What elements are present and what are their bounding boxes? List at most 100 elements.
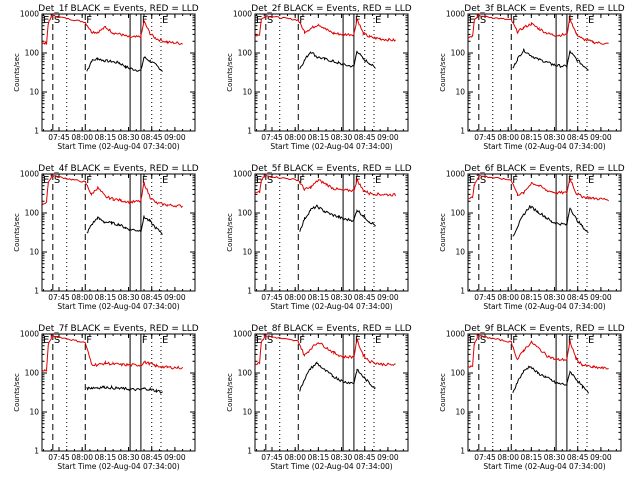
y-tick-label: 1000 xyxy=(446,170,465,179)
x-tick-label: 07:45 xyxy=(474,293,496,302)
event-marker-label: E xyxy=(375,335,381,346)
y-tick-label: 10 xyxy=(242,248,252,257)
y-tick-label: 10 xyxy=(455,88,465,97)
x-tick-label: 08:45 xyxy=(354,453,376,462)
chart-panel: Det_6f BLACK = Events, RED = LLD 1 10 100 10… xyxy=(439,164,625,311)
y-tick-label: 1 xyxy=(460,287,465,296)
chart-title: Det_5f BLACK = Events, RED = LLD xyxy=(251,164,411,174)
x-tick-label: 08:45 xyxy=(567,133,589,142)
y-axis-label: Counts/sec xyxy=(226,373,234,412)
x-tick-label: 08:00 xyxy=(284,453,306,462)
x-tick-label: 08:45 xyxy=(354,293,376,302)
event-marker-label: F xyxy=(512,335,518,346)
x-tick-label: 08:00 xyxy=(284,133,306,142)
x-tick-label: 08:30 xyxy=(118,133,140,142)
event-marker-label: S xyxy=(54,175,60,186)
event-marker-label: E xyxy=(469,335,475,346)
event-marker-label: E xyxy=(43,335,49,346)
x-tick-label: 08:00 xyxy=(284,293,306,302)
plot-frame xyxy=(41,173,196,292)
event-marker-label: F xyxy=(568,335,574,346)
y-tick-label: 1000 xyxy=(233,10,252,19)
y-tick-label: 1 xyxy=(247,447,252,456)
chart-panel: Det_4f BLACK = Events, RED = LLD 1 10 100 10… xyxy=(13,164,199,311)
x-tick-label: 08:45 xyxy=(567,453,589,462)
events-series-line xyxy=(512,365,589,394)
chart-title: Det_4f BLACK = Events, RED = LLD xyxy=(38,164,198,174)
event-marker-label: S xyxy=(54,335,60,346)
plot-frame xyxy=(467,333,622,452)
y-axis-label: Counts/sec xyxy=(13,53,21,92)
event-marker-label: S xyxy=(267,175,273,186)
event-marker-label: S xyxy=(480,175,486,186)
x-tick-label: 08:30 xyxy=(118,453,140,462)
event-marker-label: E xyxy=(375,15,381,26)
chart-title: Det_2f BLACK = Events, RED = LLD xyxy=(251,4,411,14)
x-axis-label: Start Time (02-Aug-04 07:34:00) xyxy=(270,302,392,311)
x-tick-label: 09:00 xyxy=(590,293,612,302)
y-tick-label: 1 xyxy=(460,127,465,136)
x-tick-label: 08:00 xyxy=(71,133,93,142)
event-marker-label: E xyxy=(162,175,168,186)
event-marker-label: E xyxy=(469,15,475,26)
x-tick-label: 07:45 xyxy=(474,133,496,142)
chart-title: Det_9f BLACK = Events, RED = LLD xyxy=(464,324,624,334)
x-tick-label: 08:00 xyxy=(71,293,93,302)
chart-title: Det_7f BLACK = Events, RED = LLD xyxy=(38,324,198,334)
y-axis-label: Counts/sec xyxy=(439,373,447,412)
y-tick-label: 100 xyxy=(451,209,466,218)
y-tick-label: 1000 xyxy=(446,330,465,339)
x-tick-label: 08:00 xyxy=(71,453,93,462)
x-tick-label: 08:45 xyxy=(567,293,589,302)
x-tick-label: 08:30 xyxy=(118,293,140,302)
x-tick-label: 08:15 xyxy=(95,133,117,142)
x-tick-label: 09:00 xyxy=(590,453,612,462)
x-tick-label: 08:45 xyxy=(141,293,163,302)
x-tick-label: 08:15 xyxy=(521,133,543,142)
event-marker-label: E xyxy=(162,15,168,26)
x-tick-label: 07:45 xyxy=(48,453,70,462)
event-marker-label: S xyxy=(480,335,486,346)
event-marker-label: S xyxy=(267,335,273,346)
y-tick-label: 10 xyxy=(242,408,252,417)
event-marker-label: E xyxy=(162,335,168,346)
y-tick-label: 1 xyxy=(460,447,465,456)
x-axis-label: Start Time (02-Aug-04 07:34:00) xyxy=(57,462,179,471)
x-tick-label: 08:45 xyxy=(354,133,376,142)
x-tick-label: 08:15 xyxy=(521,453,543,462)
lld-series-line xyxy=(254,333,396,367)
y-tick-label: 10 xyxy=(29,248,39,257)
event-marker-label: F xyxy=(86,175,92,186)
y-tick-label: 100 xyxy=(451,49,466,58)
x-tick-label: 08:00 xyxy=(497,293,519,302)
x-tick-label: 08:15 xyxy=(521,293,543,302)
y-tick-label: 10 xyxy=(242,88,252,97)
y-tick-label: 1000 xyxy=(233,170,252,179)
lld-series-line xyxy=(41,175,183,208)
chart-panel: Det_5f BLACK = Events, RED = LLD 1 10 100 10… xyxy=(226,164,412,311)
x-tick-label: 07:45 xyxy=(48,293,70,302)
x-axis-label: Start Time (02-Aug-04 07:34:00) xyxy=(57,302,179,311)
lld-series-line xyxy=(467,175,609,202)
y-tick-label: 100 xyxy=(25,369,40,378)
y-tick-label: 100 xyxy=(25,49,40,58)
y-tick-label: 1 xyxy=(34,447,39,456)
y-axis-label: Counts/sec xyxy=(13,213,21,252)
chart-title: Det_8f BLACK = Events, RED = LLD xyxy=(251,324,411,334)
event-marker-label: E xyxy=(588,335,594,346)
events-series-line xyxy=(86,56,163,72)
y-tick-label: 100 xyxy=(238,49,253,58)
event-marker-label: F xyxy=(142,335,148,346)
x-tick-label: 08:30 xyxy=(544,293,566,302)
event-marker-label: E xyxy=(256,335,262,346)
y-tick-label: 10 xyxy=(29,88,39,97)
x-tick-label: 09:00 xyxy=(377,133,399,142)
y-axis-label: Counts/sec xyxy=(226,53,234,92)
event-marker-label: F xyxy=(512,15,518,26)
x-tick-label: 08:15 xyxy=(308,293,330,302)
y-tick-label: 1000 xyxy=(233,330,252,339)
lld-series-line xyxy=(41,14,183,46)
y-axis-label: Counts/sec xyxy=(226,213,234,252)
plot-frame xyxy=(41,13,196,132)
x-tick-label: 07:45 xyxy=(261,293,283,302)
